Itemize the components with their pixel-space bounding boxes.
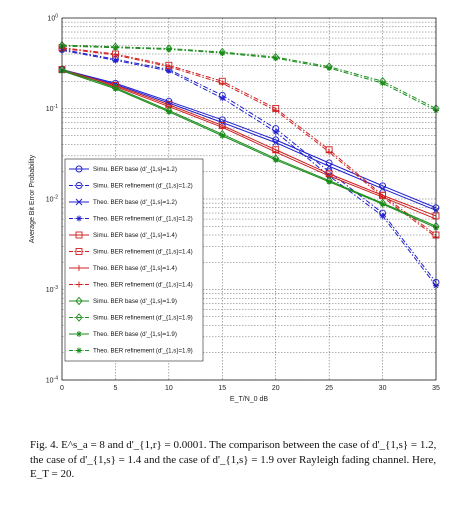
x-tick-label: 35 xyxy=(432,385,440,392)
series-line xyxy=(61,47,437,236)
legend-label: Theo. BER refinement (d'_{1,s}=1.4) xyxy=(93,282,193,289)
series-line xyxy=(61,48,437,238)
legend-marker xyxy=(75,231,83,239)
legend-marker xyxy=(76,347,82,354)
data-point xyxy=(219,132,226,139)
data-point xyxy=(379,201,386,208)
data-point xyxy=(219,95,226,102)
data-point xyxy=(165,46,172,53)
data-point xyxy=(272,139,280,146)
legend: Simu. BER base (d'_{1,s}=1.2) Simu. BER r… xyxy=(64,158,204,362)
series-line xyxy=(61,70,437,220)
x-tick-label: 30 xyxy=(379,385,387,392)
data-point xyxy=(112,44,119,51)
legend-label: Theo. BER base (d'_{1,s}=1.4) xyxy=(93,265,177,272)
legend-label: Theo. BER base (d'_{1,s}=1.2) xyxy=(93,199,177,206)
data-point xyxy=(219,124,226,131)
figure-caption: Fig. 4. E^s_a = 8 and d'_{1,r} = 0.0001.… xyxy=(30,439,437,480)
legend-marker xyxy=(75,313,83,322)
y-tick-label: 10-2 xyxy=(46,195,58,204)
data-point xyxy=(272,55,279,62)
legend-label: Theo. BER base (d'_{1,s}=1.9) xyxy=(93,331,177,338)
data-point xyxy=(112,52,119,59)
series-line xyxy=(61,49,437,287)
legend-label: Simu. BER base (d'_{1,s}=1.9) xyxy=(93,298,177,305)
data-point xyxy=(326,149,333,156)
y-tick-label: 10-3 xyxy=(46,285,58,294)
data-point xyxy=(112,57,119,64)
legend-label: Simu. BER refinement (d'_{1,s}=1.4) xyxy=(93,249,193,256)
legend-marker xyxy=(75,198,83,206)
legend-box xyxy=(64,158,204,362)
data-point xyxy=(272,156,279,163)
legend-label: Simu. BER refinement (d'_{1,s}=1.2) xyxy=(93,183,193,190)
legend-label: Simu. BER base (d'_{1,s}=1.4) xyxy=(93,232,177,239)
series-line xyxy=(61,48,437,283)
series-line xyxy=(61,69,437,211)
data-point xyxy=(379,212,386,219)
legend-label: Simu. BER refinement (d'_{1,s}=1.9) xyxy=(93,315,193,322)
legend-label: Simu. BER base (d'_{1,s}=1.2) xyxy=(93,166,177,173)
legend-marker xyxy=(76,281,82,288)
plot-frame xyxy=(61,17,437,381)
series-10 xyxy=(58,40,440,113)
tick-labels: 0 5 10 15 20 25 30 35 10-4 10-3 10-2 10-1 100 xyxy=(46,14,440,393)
data-point xyxy=(165,108,172,115)
data-point xyxy=(379,80,386,87)
legend-marker xyxy=(75,182,83,189)
data-point xyxy=(272,149,279,156)
series-layer xyxy=(58,40,440,289)
x-tick-label: 5 xyxy=(113,385,117,392)
data-point xyxy=(379,185,386,193)
legend-label: Theo. BER refinement (d'_{1,s}=1.2) xyxy=(93,216,193,223)
data-point xyxy=(219,80,226,87)
legend-label: Theo. BER refinement (d'_{1,s}=1.9) xyxy=(93,348,193,355)
data-point xyxy=(165,67,172,74)
data-point xyxy=(326,172,333,179)
y-tick-label: 10-1 xyxy=(46,104,58,113)
data-point xyxy=(326,178,333,185)
series-line xyxy=(61,70,437,229)
legend-marker xyxy=(75,248,83,255)
series-line xyxy=(61,68,437,217)
data-point xyxy=(112,85,119,92)
x-tick-label: 0 xyxy=(60,385,64,392)
legend-marker xyxy=(75,165,83,173)
data-point xyxy=(219,50,226,57)
data-point xyxy=(165,63,172,70)
data-point xyxy=(326,65,333,72)
legend-marker xyxy=(75,296,83,306)
y-tick-label: 10-4 xyxy=(46,376,58,385)
data-point xyxy=(272,107,279,114)
series-line xyxy=(61,68,437,227)
data-point xyxy=(325,162,333,170)
legend-marker xyxy=(76,215,82,222)
legend-marker xyxy=(76,331,82,337)
y-axis-label: Average Bit Error Probability xyxy=(29,154,36,243)
series-line xyxy=(61,68,437,209)
legend-marker xyxy=(76,265,82,271)
x-tick-label: 15 xyxy=(218,385,226,392)
data-point xyxy=(272,128,279,135)
y-tick-label: 100 xyxy=(47,14,58,23)
x-tick-label: 10 xyxy=(165,385,173,392)
x-tick-label: 20 xyxy=(272,385,280,392)
x-tick-label: 25 xyxy=(325,385,333,392)
x-axis-label: E_T/N_0 dB xyxy=(230,396,268,403)
